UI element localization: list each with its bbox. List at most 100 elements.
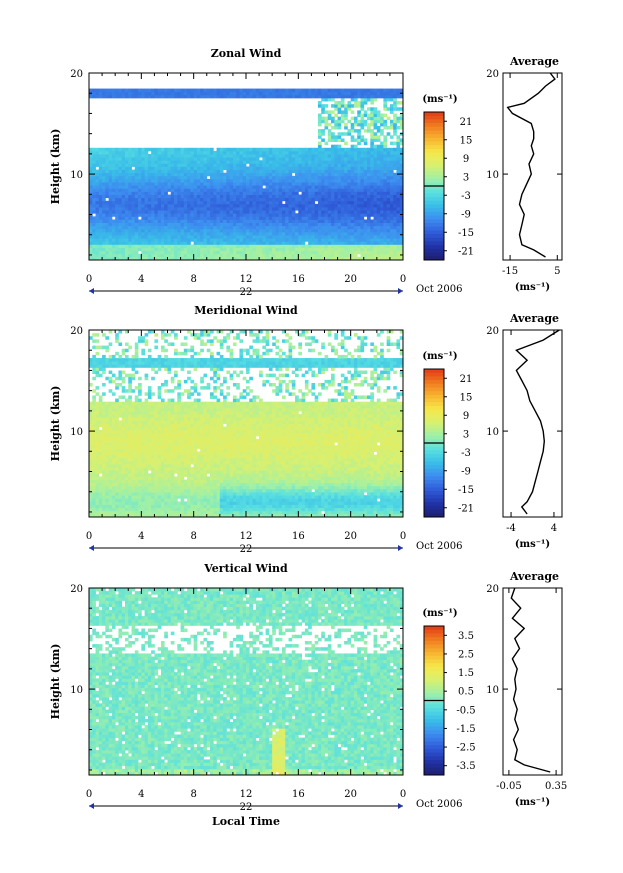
heat-cell (393, 91, 397, 96)
heat-cell (255, 169, 260, 174)
heat-cell (380, 210, 384, 214)
heat-cell (92, 203, 96, 208)
heat-cell (376, 172, 381, 177)
heat-cell (373, 110, 378, 114)
heat-cell (281, 244, 286, 248)
heat-cell (213, 241, 217, 245)
heat-cell (98, 467, 103, 471)
heat-cell (128, 464, 132, 468)
heat-cell (376, 157, 381, 161)
heat-cell (105, 225, 110, 230)
heat-cell (98, 157, 103, 161)
heat-cell (242, 172, 247, 177)
heat-cell (216, 185, 221, 189)
heat-cell (108, 411, 113, 415)
heat-cell (128, 485, 132, 490)
heat-cell (131, 407, 136, 412)
heat-cell (268, 147, 273, 152)
heat-cell (128, 398, 132, 403)
heat-cell (170, 182, 175, 186)
heat-cell (108, 457, 113, 462)
heat-cell (108, 417, 113, 421)
heat-cell (344, 210, 348, 214)
heat-cell (108, 376, 113, 381)
heat-cell (265, 213, 270, 217)
heat-cell (226, 216, 231, 220)
heat-cell (111, 448, 116, 452)
heat-cell (177, 166, 181, 171)
heat-cell (111, 464, 116, 468)
heat-cell (363, 213, 368, 217)
heat-cell (363, 207, 368, 211)
heat-cell (121, 364, 126, 368)
heat-cell (268, 172, 273, 177)
heat-cell (89, 94, 93, 99)
heat-cell (236, 160, 240, 164)
heat-cell (249, 175, 253, 180)
heat-cell (190, 154, 195, 158)
heat-cell (105, 231, 110, 236)
heat-cell (177, 203, 181, 208)
heat-cell (118, 457, 123, 462)
heat-cell (314, 94, 319, 99)
heat-cell (108, 88, 113, 93)
heat-cell (317, 160, 322, 164)
heat-cell (229, 172, 234, 177)
heat-cell (219, 253, 224, 258)
heat-cell (115, 339, 119, 343)
heat-cell (138, 492, 142, 496)
heat-cell (219, 94, 224, 99)
heat-cell (370, 222, 374, 227)
heat-cell (249, 241, 253, 245)
heat-cell (219, 241, 224, 245)
heat-cell (295, 207, 299, 211)
heat-cell (367, 157, 371, 161)
heat-cell (160, 194, 165, 199)
heat-cell (108, 175, 113, 180)
heat-cell (108, 439, 113, 443)
heat-cell (298, 194, 302, 199)
heat-cell (92, 407, 96, 412)
heat-cell (393, 160, 397, 164)
heat-cell (291, 247, 296, 252)
heat-cell (203, 182, 208, 186)
heat-cell (124, 457, 129, 462)
heat-cell (206, 163, 211, 167)
heat-cell (265, 219, 270, 223)
heat-cell (396, 216, 401, 220)
heat-cell (206, 235, 211, 239)
heat-cell (141, 191, 145, 195)
heat-cell (386, 160, 391, 164)
heat-cell (246, 150, 250, 155)
heat-cell (311, 228, 316, 233)
heat-cell (115, 191, 119, 195)
heat-cell (174, 147, 178, 152)
heat-cell (331, 241, 335, 245)
heat-cell (317, 207, 322, 211)
heat-cell (357, 113, 361, 118)
heat-cell (160, 160, 165, 164)
heat-cell (160, 253, 165, 258)
heat-cell (340, 178, 345, 183)
heat-cell (200, 91, 204, 96)
heat-cell (183, 182, 188, 186)
heat-cell (200, 244, 204, 248)
heat-cell (327, 197, 332, 202)
heat-cell (115, 175, 119, 180)
heat-cell (249, 231, 253, 236)
heat-cell (399, 166, 404, 171)
heat-cell (357, 129, 361, 133)
heat-cell (350, 97, 355, 102)
heat-cell (183, 154, 188, 158)
heat-cell (360, 104, 365, 108)
heat-cell (317, 91, 322, 96)
heat-cell (281, 91, 286, 96)
heat-cell (327, 225, 332, 230)
x-tick-label: 0 (86, 274, 92, 285)
heat-cell (380, 88, 384, 93)
heat-cell (396, 163, 401, 167)
heat-cell (115, 166, 119, 171)
heat-cell (337, 207, 342, 211)
heat-cell (301, 163, 306, 167)
heat-cell (399, 231, 404, 236)
